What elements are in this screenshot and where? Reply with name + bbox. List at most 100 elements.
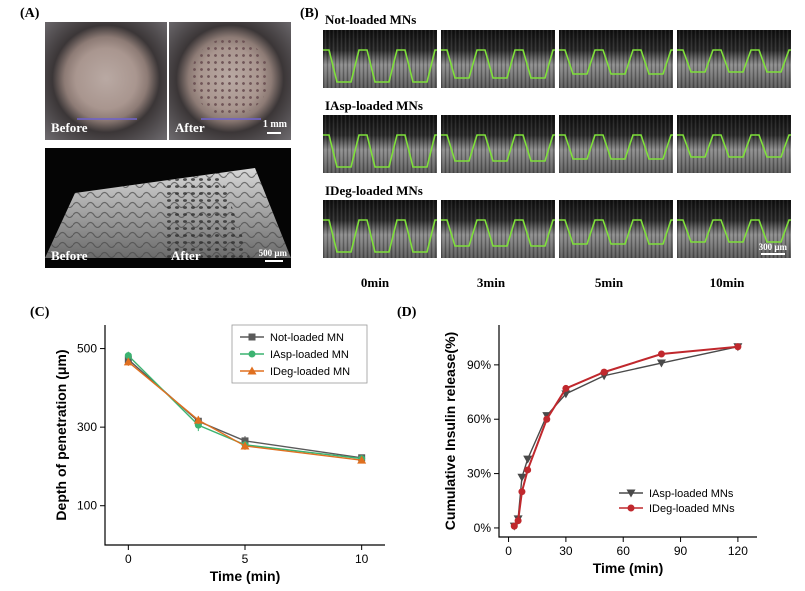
d-xtick-label: 120 [728, 544, 748, 558]
oct-tile-r2-c0 [323, 200, 437, 258]
c-legend-label-0: Not-loaded MN [270, 332, 344, 344]
scale-bar-label-bottom: 500 μm [258, 248, 287, 258]
penetration-outline-r1-c3 [677, 134, 791, 158]
oct-tiles-svg: 300 μm [323, 30, 791, 258]
d-ytick-label: 60% [467, 412, 491, 426]
skin-surface-svg [45, 168, 291, 258]
penetration-outline-r0-c0 [323, 49, 437, 83]
c-point-1-0 [124, 352, 132, 360]
render-before-label: Before [51, 248, 88, 263]
penetration-outline-r2-c0 [323, 219, 437, 253]
oct-tile-r0-c2 [559, 30, 673, 88]
oct-time-3: 10min [709, 275, 745, 290]
c-legend-marker-1 [248, 350, 256, 358]
oct-tile-r1-c1 [441, 115, 555, 173]
penetration-outline-r1-c0 [323, 134, 437, 168]
penetration-outline-r2-c1 [441, 219, 555, 247]
c-xlabel: Time (min) [210, 568, 281, 584]
chart-d: 0% 30% 60% 90% 0 30 60 90 120 Time (min) Cumulativ… [442, 325, 757, 576]
c-legend-label-2: IDeg-loaded MN [270, 366, 350, 378]
d-legend-label-0: IAsp-loaded MNs [649, 488, 734, 500]
d-legend-marker-0 [626, 489, 636, 498]
d-point-0-2 [517, 473, 527, 482]
d-point-1-5 [562, 384, 570, 392]
before-scale-line [77, 118, 137, 120]
photo-after: After 1 mm [169, 22, 291, 140]
scale-bar-top [267, 132, 281, 134]
penetration-outline-r1-c1 [441, 134, 555, 162]
d-xtick-label: 0 [505, 544, 512, 558]
d-xtick-label: 60 [617, 544, 631, 558]
oct-tile-r2-c1 [441, 200, 555, 258]
oct-tile-r1-c2 [559, 115, 673, 173]
oct-tile-r0-c1 [441, 30, 555, 88]
d-axes [498, 325, 757, 538]
c-point-2-3 [357, 455, 367, 464]
d-ylabel: Cumulative Insulin release(%) [442, 332, 458, 530]
d-point-0-3 [523, 455, 533, 464]
c-xtick-label: 5 [242, 552, 249, 566]
d-xtick-label: 30 [559, 544, 573, 558]
penetration-outline-r0-c2 [559, 49, 673, 75]
microneedle-holes [191, 38, 269, 116]
oct-scale-label: 300 μm [759, 242, 788, 252]
d-ytick-label: 90% [467, 358, 491, 372]
d-legend-label-1: IDeg-loaded MNs [649, 503, 735, 515]
panel-c-label: (C) [30, 305, 50, 320]
c-legend-marker-2 [247, 366, 257, 375]
d-xlabel: Time (min) [593, 560, 664, 576]
panel-a-label: (A) [20, 6, 40, 21]
penetration-outline-r1-c2 [559, 134, 673, 160]
oct-row-title-2: IDeg-loaded MNs [325, 183, 423, 198]
c-point-2-0 [123, 357, 133, 366]
photo-before: Before [45, 22, 167, 140]
oct-tile-r0-c0 [323, 30, 437, 88]
d-point-0-7 [656, 359, 666, 368]
d-ytick-label: 0% [474, 521, 492, 535]
d-ytick-label: 30% [467, 467, 491, 481]
d-point-1-3 [524, 466, 532, 474]
c-ytick-label: 300 [77, 420, 97, 434]
d-point-1-0 [510, 522, 518, 530]
d-xtick-label: 90 [674, 544, 688, 558]
d-point-1-4 [543, 415, 551, 423]
oct-tile-r1-c3 [677, 115, 791, 173]
oct-time-2: 5min [594, 275, 624, 290]
d-point-1-2 [518, 488, 526, 496]
c-series-line-2 [127, 361, 362, 461]
oct-tile-r0-c3 [677, 30, 791, 88]
c-axes [104, 325, 385, 546]
after-scale-line [201, 118, 261, 120]
c-point-2-2 [240, 441, 250, 450]
d-point-1-1 [514, 517, 522, 525]
scale-bar-bottom [265, 260, 283, 262]
chart-c: 100 300 500 0 5 10 Time (min) Depth of penetrat… [53, 324, 385, 584]
penetration-outline-r2-c3 [677, 219, 791, 243]
oct-row-title-1: IAsp-loaded MNs [325, 98, 423, 113]
c-xtick-label: 0 [125, 552, 132, 566]
c-legend-marker-0 [248, 333, 256, 341]
skin-surface-render: Before After 500 μm [45, 148, 291, 268]
photo-after-label: After [175, 120, 205, 135]
d-legend-marker-1 [627, 504, 635, 512]
c-ylabel: Depth of penetration (μm) [53, 349, 69, 520]
d-point-1-6 [600, 368, 608, 376]
c-ytick-label: 500 [77, 342, 97, 356]
penetration-outline-r2-c2 [559, 219, 673, 245]
panel-d-label: (D) [397, 305, 417, 320]
d-point-1-7 [657, 350, 665, 358]
oct-time-1: 3min [476, 275, 506, 290]
c-ytick-label: 100 [77, 499, 97, 513]
c-xtick-label: 10 [355, 552, 369, 566]
oct-tile-r2-c3 [677, 200, 791, 258]
panel-b-label: (B) [300, 6, 319, 21]
oct-image-grid: 300 μm [323, 30, 793, 270]
penetration-outline-r0-c1 [441, 49, 555, 79]
photo-before-label: Before [51, 120, 88, 135]
oct-time-0: 0min [360, 275, 390, 290]
oct-tile-r1-c0 [323, 115, 437, 173]
scale-bar-label-top: 1 mm [262, 119, 287, 130]
c-point-2-1 [193, 415, 203, 424]
render-after-label: After [171, 248, 201, 263]
oct-tile-r2-c2 [559, 200, 673, 258]
